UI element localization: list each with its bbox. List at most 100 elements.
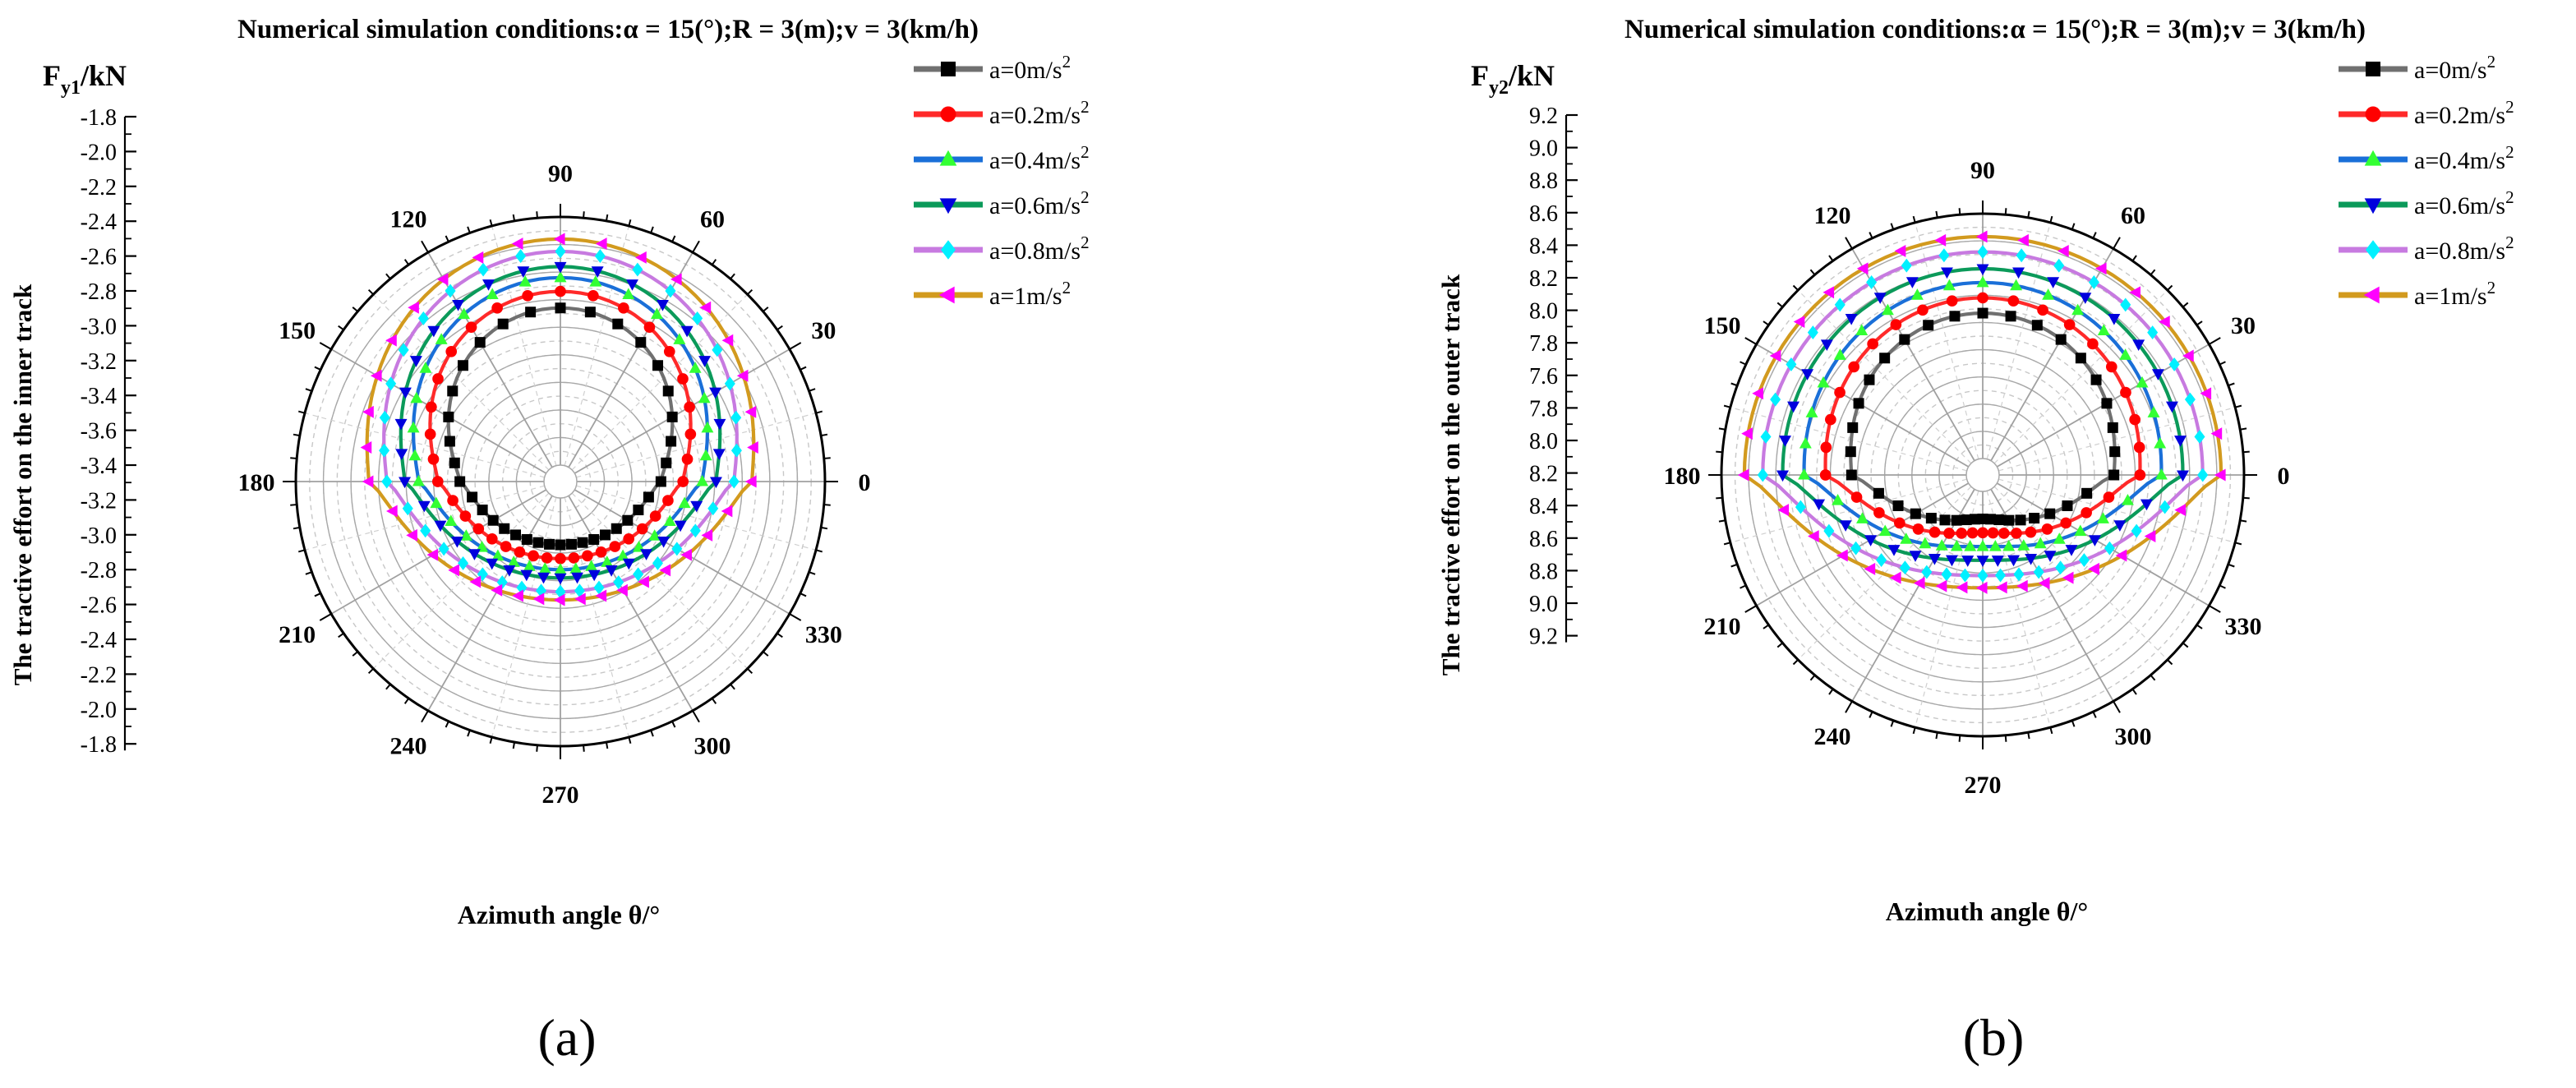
data-point bbox=[1976, 556, 1989, 567]
data-point bbox=[1899, 560, 1910, 575]
angle-tick bbox=[711, 259, 717, 265]
data-point bbox=[402, 501, 413, 516]
data-point bbox=[2151, 369, 2164, 380]
data-point bbox=[1864, 535, 1878, 546]
radial-tick-label: 7.8 bbox=[1529, 396, 1558, 422]
data-point bbox=[2109, 446, 2121, 458]
angle-tick bbox=[1716, 496, 1723, 500]
angle-tick bbox=[1935, 731, 1938, 740]
data-point bbox=[1956, 528, 1968, 539]
data-point bbox=[2041, 523, 2053, 535]
legend-entry: a=0m/s2 bbox=[2339, 52, 2495, 84]
data-point bbox=[459, 529, 472, 541]
data-point bbox=[673, 333, 686, 344]
data-point bbox=[2062, 500, 2073, 511]
radial-side-label: The tractive effort on the inner track bbox=[8, 284, 37, 685]
data-point bbox=[2194, 430, 2205, 444]
data-point bbox=[408, 449, 422, 461]
legend-label: a=0.2m/s2 bbox=[989, 97, 1090, 129]
angle-label: 330 bbox=[805, 621, 842, 648]
angle-label: 90 bbox=[548, 160, 573, 187]
data-point bbox=[1899, 334, 1910, 345]
data-point bbox=[2037, 304, 2048, 316]
data-point bbox=[445, 345, 458, 357]
data-point bbox=[1945, 555, 1958, 567]
angle-tick bbox=[1935, 210, 1938, 219]
data-point bbox=[1845, 313, 1858, 325]
data-point bbox=[532, 537, 544, 548]
angle-tick bbox=[815, 410, 823, 414]
legend-label: a=0.2m/s2 bbox=[2414, 97, 2514, 129]
data-point bbox=[2159, 500, 2171, 514]
angle-tick bbox=[2004, 735, 2007, 742]
data-point bbox=[599, 529, 611, 541]
angle-tick bbox=[1730, 382, 1738, 387]
data-point bbox=[1741, 427, 1753, 440]
angle-tick bbox=[1744, 337, 1758, 345]
data-point bbox=[1866, 275, 1878, 289]
data-point bbox=[409, 356, 422, 367]
data-point bbox=[744, 475, 757, 488]
data-point bbox=[747, 441, 758, 454]
data-point bbox=[477, 505, 488, 516]
data-point bbox=[1942, 279, 1956, 291]
data-point bbox=[2033, 565, 2044, 579]
data-point bbox=[640, 549, 653, 560]
legend-label: a=0.6m/s2 bbox=[2414, 187, 2514, 219]
data-point bbox=[574, 583, 585, 598]
data-point bbox=[2011, 528, 2022, 539]
data-point bbox=[663, 345, 675, 357]
data-point bbox=[2005, 311, 2016, 322]
data-point bbox=[652, 360, 664, 371]
data-point bbox=[486, 288, 499, 300]
data-point bbox=[541, 552, 553, 564]
angle-tick bbox=[1958, 735, 1961, 742]
data-point bbox=[622, 558, 635, 570]
data-point bbox=[1839, 520, 1852, 532]
radial-tick-label: 8.8 bbox=[1529, 559, 1558, 584]
data-point bbox=[2071, 303, 2085, 316]
angle-tick bbox=[297, 549, 306, 553]
angle-tick bbox=[338, 632, 344, 639]
angle-tick bbox=[2167, 284, 2173, 291]
angle-tick bbox=[2049, 726, 2053, 735]
data-point bbox=[2131, 523, 2142, 538]
data-point bbox=[523, 560, 536, 571]
data-point bbox=[2053, 532, 2066, 544]
data-point bbox=[1984, 514, 1996, 525]
data-point bbox=[521, 533, 532, 545]
angle-tick bbox=[1718, 519, 1726, 523]
data-point bbox=[2058, 244, 2069, 257]
legend-marker bbox=[2366, 240, 2380, 260]
legend-entry: a=0.8m/s2 bbox=[914, 233, 1090, 265]
data-point bbox=[514, 546, 526, 558]
legend-marker bbox=[2366, 62, 2380, 76]
data-point bbox=[1949, 311, 1961, 322]
data-point bbox=[1813, 499, 1826, 511]
data-point bbox=[569, 562, 583, 574]
angle-tick bbox=[650, 730, 654, 737]
angle-tick bbox=[1763, 320, 1770, 326]
angle-tick bbox=[692, 710, 700, 723]
data-point bbox=[2079, 293, 2092, 304]
data-point bbox=[2063, 319, 2076, 330]
legend-marker bbox=[2363, 286, 2380, 304]
radial-tick-label: -3.2 bbox=[81, 488, 117, 514]
data-point bbox=[1887, 545, 1901, 556]
data-point bbox=[477, 262, 489, 277]
angle-tick bbox=[297, 410, 306, 414]
data-point bbox=[458, 556, 469, 570]
series-2 bbox=[1798, 275, 2168, 551]
data-point bbox=[553, 233, 565, 246]
data-point bbox=[537, 572, 550, 584]
data-point bbox=[385, 334, 397, 347]
data-point bbox=[1823, 286, 1835, 299]
data-point bbox=[2113, 520, 2127, 532]
data-point bbox=[1993, 514, 2005, 526]
grid-spoke bbox=[427, 495, 553, 712]
data-point bbox=[574, 592, 586, 606]
data-point bbox=[386, 505, 398, 518]
angle-tick bbox=[692, 240, 700, 253]
angle-tick bbox=[2182, 302, 2189, 308]
data-point bbox=[2174, 504, 2187, 517]
